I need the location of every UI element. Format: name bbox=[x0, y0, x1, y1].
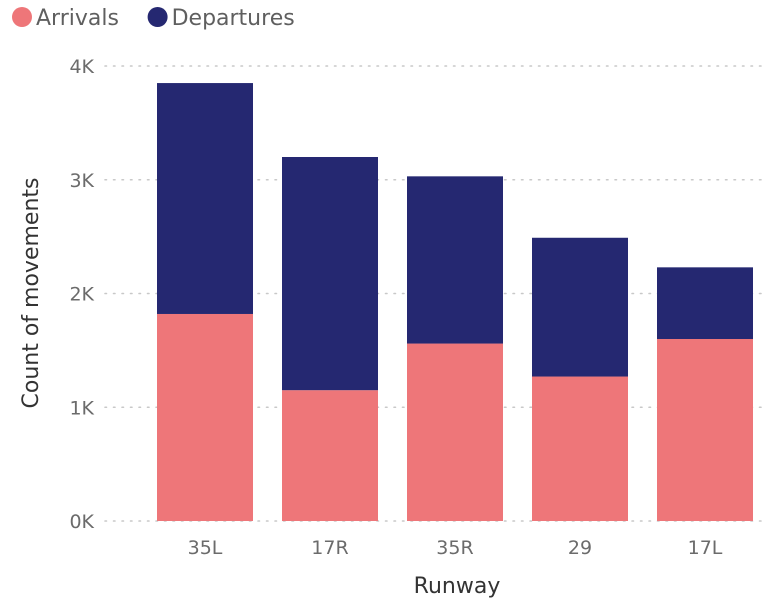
x-tick-label: 35L bbox=[188, 537, 223, 559]
legend-marker-departures bbox=[147, 7, 168, 27]
bars bbox=[157, 83, 753, 521]
x-tick-label: 17L bbox=[688, 537, 723, 559]
bar-departures-17l bbox=[657, 267, 753, 339]
bar-departures-29 bbox=[532, 237, 628, 377]
legend-marker-arrivals bbox=[12, 7, 32, 27]
bar-arrivals-35l bbox=[157, 313, 253, 521]
bar-arrivals-17l bbox=[657, 339, 753, 521]
x-tick-labels: 35L 17R 35R 29 17L bbox=[188, 537, 723, 559]
y-tick-label: 3K bbox=[69, 170, 94, 192]
y-tick-label: 4K bbox=[69, 56, 94, 78]
y-tick-label: 1K bbox=[69, 397, 94, 419]
y-tick-label: 0K bbox=[69, 511, 94, 533]
legend-label-departures: Departures bbox=[172, 6, 295, 31]
x-tick-label: 35R bbox=[436, 537, 473, 559]
bar-arrivals-35r bbox=[407, 343, 503, 521]
bar-arrivals-17r bbox=[282, 390, 378, 521]
legend-label-arrivals: Arrivals bbox=[36, 6, 119, 31]
y-tick-labels: 0K 1K 2K 3K 4K bbox=[69, 56, 94, 533]
x-tick-label: 29 bbox=[568, 537, 592, 559]
y-tick-label: 2K bbox=[69, 284, 94, 306]
bar-departures-35r bbox=[407, 176, 503, 344]
bar-departures-17r bbox=[282, 157, 378, 391]
bar-departures-35l bbox=[157, 83, 253, 314]
x-axis-title: Runway bbox=[414, 574, 501, 599]
y-axis-title: Count of movements bbox=[19, 178, 44, 409]
x-tick-label: 17R bbox=[311, 537, 348, 559]
legend: Arrivals Departures bbox=[12, 6, 295, 31]
bar-arrivals-29 bbox=[532, 376, 628, 521]
